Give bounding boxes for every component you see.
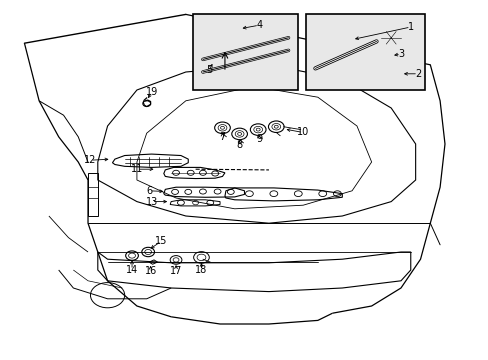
Bar xyxy=(305,14,425,90)
Text: 3: 3 xyxy=(397,49,403,59)
Text: 4: 4 xyxy=(256,20,262,30)
Text: 7: 7 xyxy=(219,132,225,142)
Text: 18: 18 xyxy=(195,265,207,275)
Text: 1: 1 xyxy=(407,22,413,32)
Text: 17: 17 xyxy=(169,266,182,276)
Text: 14: 14 xyxy=(125,265,138,275)
Text: 9: 9 xyxy=(256,134,262,144)
Text: 15: 15 xyxy=(155,236,167,246)
Text: 10: 10 xyxy=(296,127,309,138)
Text: 6: 6 xyxy=(146,186,152,196)
Text: 11: 11 xyxy=(130,164,143,174)
Text: 13: 13 xyxy=(145,197,158,207)
Text: 12: 12 xyxy=(84,155,97,165)
Text: 8: 8 xyxy=(236,140,242,150)
Text: 2: 2 xyxy=(414,69,420,79)
Text: 5: 5 xyxy=(206,65,212,75)
Text: 16: 16 xyxy=(144,266,157,276)
Text: 19: 19 xyxy=(145,87,158,97)
Bar xyxy=(193,14,298,90)
